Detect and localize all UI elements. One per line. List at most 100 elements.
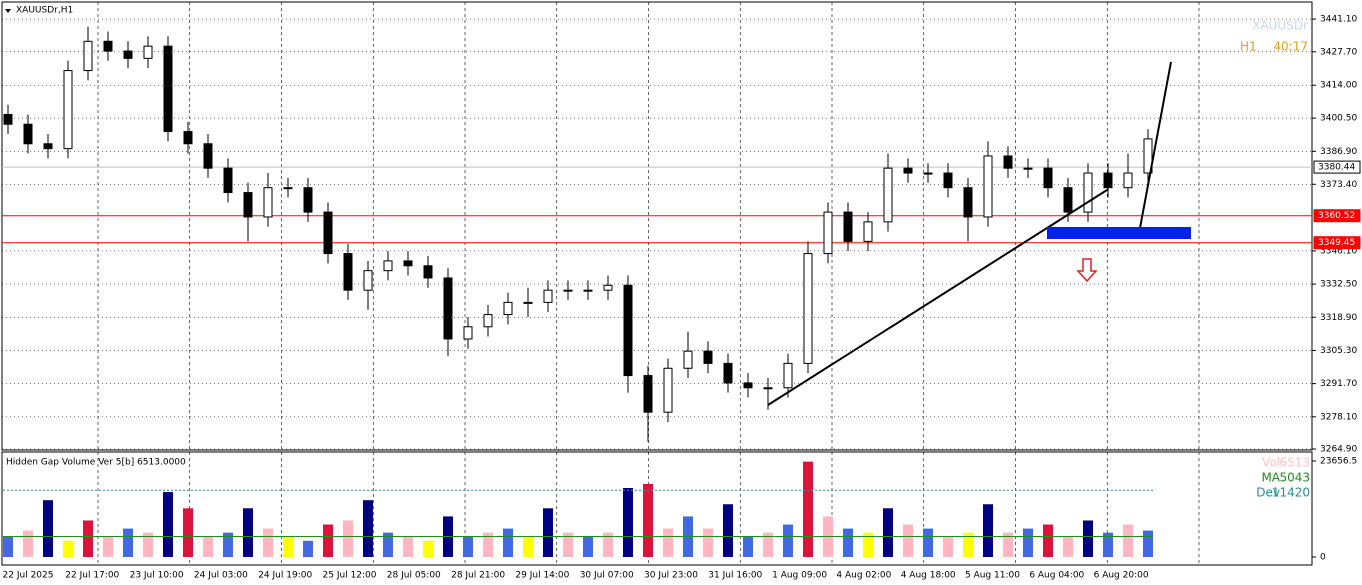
volume-bar [1103,532,1113,557]
x-tick-label: 6 Aug 20:00 [1094,571,1149,581]
menu-arrow[interactable] [5,9,11,13]
volume-bar [723,504,733,557]
candle-body [363,270,373,291]
candle-body [1043,167,1053,189]
volume-bar [143,532,153,557]
volume-bar [1063,536,1073,557]
y-tick-label: 3373.40 [1320,180,1357,190]
volume-bar [1043,524,1053,557]
candle-body [403,260,413,267]
volume-bar [1143,530,1153,557]
x-tick-label: 22 Jul 17:00 [65,571,119,581]
ma-label: MA [1261,471,1280,485]
candle-body [623,284,633,377]
volume-bar [563,532,573,557]
volume-bar [663,528,673,557]
candle-body [643,375,653,413]
candle-body [3,113,13,125]
candle-body [443,277,453,340]
x-tick-label: 31 Jul 16:00 [708,571,762,581]
x-tick-label: 28 Jul 05:00 [387,571,441,581]
x-tick-label: 1 Aug 09:00 [772,571,827,581]
price-label-box [1313,236,1361,250]
candle-body [303,187,313,213]
volume-bar [803,461,813,557]
candle-body [883,167,893,223]
zone-rect[interactable] [1047,227,1191,239]
candle-body [423,265,433,279]
price-label: 3380.44 [1318,163,1355,173]
candle-body [923,172,933,175]
y-tick-label: 3291.70 [1320,379,1357,389]
y-tick-label: 3400.50 [1320,114,1357,124]
down-arrow[interactable] [1076,258,1098,283]
timeframe: H1 [1240,40,1257,54]
volume-bar [643,483,653,557]
candle-body [483,314,493,328]
x-tick-label: 4 Aug 02:00 [836,571,891,581]
x-tick-label: 24 Jul 19:00 [258,571,312,581]
volume-bar [883,508,893,557]
y-tick-label: 3386.90 [1320,147,1357,157]
candle-body [183,131,193,145]
main-panel [1,1,1313,451]
price-label: 3349.45 [1318,238,1355,248]
candle-body [323,211,333,255]
candle-body [823,211,833,255]
y-tick-label: 3332.50 [1320,280,1357,290]
volume-bar [323,524,333,557]
y-tick-label: 3441.10 [1320,15,1357,25]
timer: 40:17 [1273,40,1308,54]
volume-bar [863,532,873,557]
x-tick-label: 4 Aug 18:00 [901,571,956,581]
volume-bar [363,500,373,557]
x-tick-label: 6 Aug 04:00 [1029,571,1084,581]
candle-body [523,301,533,304]
y-tick-label: 3305.30 [1320,346,1357,356]
candle-body [683,350,693,369]
volume-bar [1083,520,1093,557]
candle-body [663,367,673,413]
candle-body [83,40,93,72]
volume-bar [303,540,313,557]
candle-body [1023,167,1033,170]
volume-bar [283,536,293,557]
vol-label: Vol [1262,456,1280,470]
dev-value: 11420 [1272,486,1310,500]
candle-body [23,123,33,145]
x-tick-label: 25 Jul 12:00 [323,571,377,581]
projection-line[interactable] [1139,61,1172,229]
candle-body [1123,172,1133,189]
x-tick-label: 30 Jul 23:00 [644,571,698,581]
ma-value: 5043 [1279,471,1310,485]
volume-bar [1023,528,1033,557]
volume-bar [43,500,53,557]
volume-bar [263,528,273,557]
volume-bar [963,532,973,557]
volume-bar [1123,524,1133,557]
x-tick-label: 23 Jul 10:00 [130,571,184,581]
x-tick-label: 30 Jul 07:00 [580,571,634,581]
candle-body [783,362,793,389]
candle-body [603,284,613,291]
indicator-title: Hidden Gap Volume Ver 5[b] 6513.0000 [6,458,186,468]
candle-body [743,382,753,389]
candle-body [503,301,513,316]
trendline[interactable] [767,189,1108,406]
candle-body [283,187,293,190]
x-tick-label: 24 Jul 03:00 [194,571,248,581]
symbol-label: XAUUSDr,H1 [16,6,73,16]
candle-body [383,260,393,272]
x-tick-label: 29 Jul 14:00 [515,571,569,581]
candle-body [583,289,593,292]
x-tick-label: 22 Jul 2025 [3,571,54,581]
candle-body [963,187,973,218]
volume-bar [403,536,413,557]
candle-body [263,187,273,218]
volume-bar [603,532,613,557]
y-tick-label: 3427.70 [1320,47,1357,57]
candle-body [703,350,713,364]
candle-body [43,143,53,150]
volume-bar [743,536,753,557]
